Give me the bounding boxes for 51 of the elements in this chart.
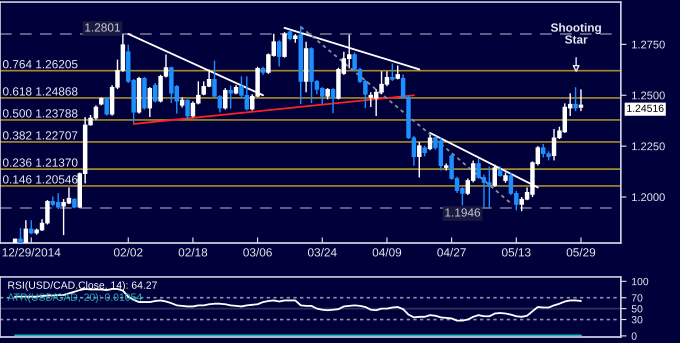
x-tick-label: 05/13 [502, 248, 531, 257]
candlestick [417, 141, 422, 178]
candlestick [573, 86, 578, 112]
y-tick-label: 70 [632, 294, 642, 302]
ref-line-label: 0.500 1.23788 [2, 109, 78, 118]
candlestick [325, 87, 330, 100]
candlestick [276, 40, 282, 68]
candlestick [422, 145, 427, 157]
candlestick [223, 87, 228, 110]
ref-line-label: 0.618 1.24868 [2, 87, 78, 96]
y-tick-label: 1.2250 [632, 142, 665, 150]
ref-line-label: 1.1946 [445, 208, 480, 217]
candlestick [18, 227, 23, 244]
x-tick-label: 04/27 [437, 248, 466, 257]
x-tick-label: 12/29/2014 [2, 248, 60, 257]
candlestick [29, 220, 34, 235]
candlestick [288, 29, 292, 41]
x-tick-label: 04/09 [372, 248, 402, 257]
x-tick-label: 03/06 [243, 248, 272, 257]
y-tick-label: 100 [632, 278, 648, 286]
candlestick [282, 31, 287, 58]
x-tick-label: 03/24 [308, 248, 337, 257]
y-tick-label: 1.2500 [632, 92, 665, 100]
ref-line-label: 0.236 1.21370 [2, 158, 78, 167]
annotation: Shooting Star [550, 23, 601, 44]
x-tick-label: 02/18 [178, 248, 208, 257]
candlestick [152, 82, 158, 104]
candlestick [180, 96, 184, 108]
candlestick [104, 96, 109, 116]
x-tick-label: 02/02 [114, 248, 142, 257]
ref-line-label: 1.2801 [85, 23, 120, 32]
y-tick-label: 0 [632, 332, 637, 340]
candlestick [498, 166, 502, 178]
candlestick [148, 86, 152, 118]
candlestick [185, 98, 190, 120]
y-tick-label: 50 [632, 305, 642, 312]
y-tick-label: 30 [632, 316, 642, 324]
y-tick-label: 1.2000 [632, 193, 665, 202]
candlestick [390, 62, 395, 82]
candlestick [330, 87, 336, 114]
candlestick [24, 220, 28, 244]
ref-line-label: 0.146 1.20546 [2, 175, 78, 184]
ref-line-label: 0.382 1.22707 [2, 131, 78, 140]
candlestick [228, 84, 233, 110]
text: 1.24516 [627, 104, 664, 112]
x-tick-label: 05/29 [566, 248, 596, 257]
candlestick [72, 198, 77, 209]
candlestick [503, 172, 508, 184]
candlestick [578, 88, 584, 112]
ref-line-label: 0.764 1.26205 [2, 60, 78, 68]
y-tick-label: 1.2750 [632, 40, 665, 48]
